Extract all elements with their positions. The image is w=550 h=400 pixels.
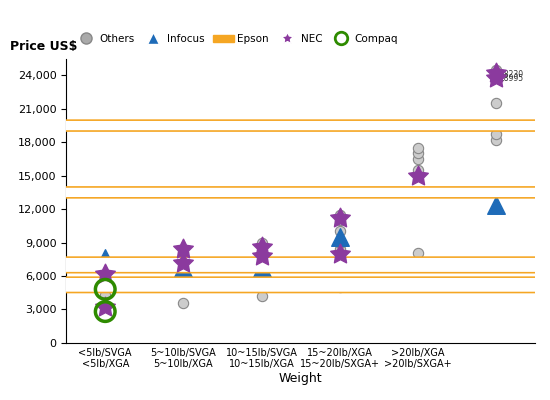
Circle shape bbox=[0, 187, 550, 198]
Point bbox=[101, 292, 109, 298]
Text: Price US$: Price US$ bbox=[10, 40, 77, 53]
Point bbox=[179, 265, 188, 271]
Point bbox=[257, 293, 266, 299]
Circle shape bbox=[0, 282, 550, 293]
Point bbox=[257, 243, 266, 249]
Point bbox=[257, 244, 266, 250]
Point bbox=[257, 265, 266, 271]
Point bbox=[492, 202, 500, 208]
Point bbox=[492, 137, 500, 143]
Circle shape bbox=[0, 121, 550, 130]
Point bbox=[414, 145, 422, 151]
Circle shape bbox=[0, 262, 550, 272]
Point bbox=[336, 228, 344, 234]
Point bbox=[179, 258, 188, 265]
Point bbox=[492, 70, 500, 76]
Circle shape bbox=[0, 257, 550, 268]
Circle shape bbox=[0, 282, 550, 292]
Point bbox=[179, 246, 188, 252]
Point bbox=[336, 284, 344, 290]
Circle shape bbox=[0, 278, 550, 287]
Circle shape bbox=[0, 120, 550, 131]
Point bbox=[336, 256, 344, 262]
Point bbox=[336, 239, 344, 246]
Point bbox=[179, 300, 188, 306]
Point bbox=[101, 308, 109, 315]
Circle shape bbox=[0, 277, 550, 288]
Text: 28995: 28995 bbox=[500, 74, 524, 83]
Point bbox=[101, 255, 109, 261]
Point bbox=[101, 280, 109, 287]
Circle shape bbox=[0, 262, 550, 272]
Point bbox=[336, 212, 344, 218]
Point bbox=[257, 239, 266, 246]
Point bbox=[336, 246, 344, 252]
Circle shape bbox=[0, 262, 550, 272]
Point bbox=[414, 172, 422, 179]
Point bbox=[492, 74, 500, 81]
Point bbox=[101, 270, 109, 277]
Point bbox=[336, 250, 344, 257]
Point bbox=[336, 217, 344, 224]
Legend: Others, Infocus, Epson, NEC, Compaq: Others, Infocus, Epson, NEC, Compaq bbox=[72, 30, 403, 48]
Point bbox=[336, 250, 344, 257]
Point bbox=[414, 156, 422, 162]
Circle shape bbox=[0, 262, 550, 272]
X-axis label: Weight: Weight bbox=[279, 372, 322, 385]
Point bbox=[492, 100, 500, 106]
Point bbox=[257, 253, 266, 259]
Point bbox=[414, 249, 422, 256]
Point bbox=[336, 234, 344, 240]
Text: 38230: 38230 bbox=[500, 70, 524, 78]
Circle shape bbox=[0, 188, 550, 197]
Point bbox=[336, 215, 344, 221]
Circle shape bbox=[0, 258, 550, 267]
Point bbox=[414, 150, 422, 157]
Point bbox=[492, 131, 500, 138]
Point bbox=[179, 260, 188, 267]
Point bbox=[101, 286, 109, 292]
Point bbox=[101, 304, 109, 310]
Point bbox=[492, 67, 500, 73]
Point bbox=[414, 167, 422, 173]
Point bbox=[179, 259, 188, 266]
